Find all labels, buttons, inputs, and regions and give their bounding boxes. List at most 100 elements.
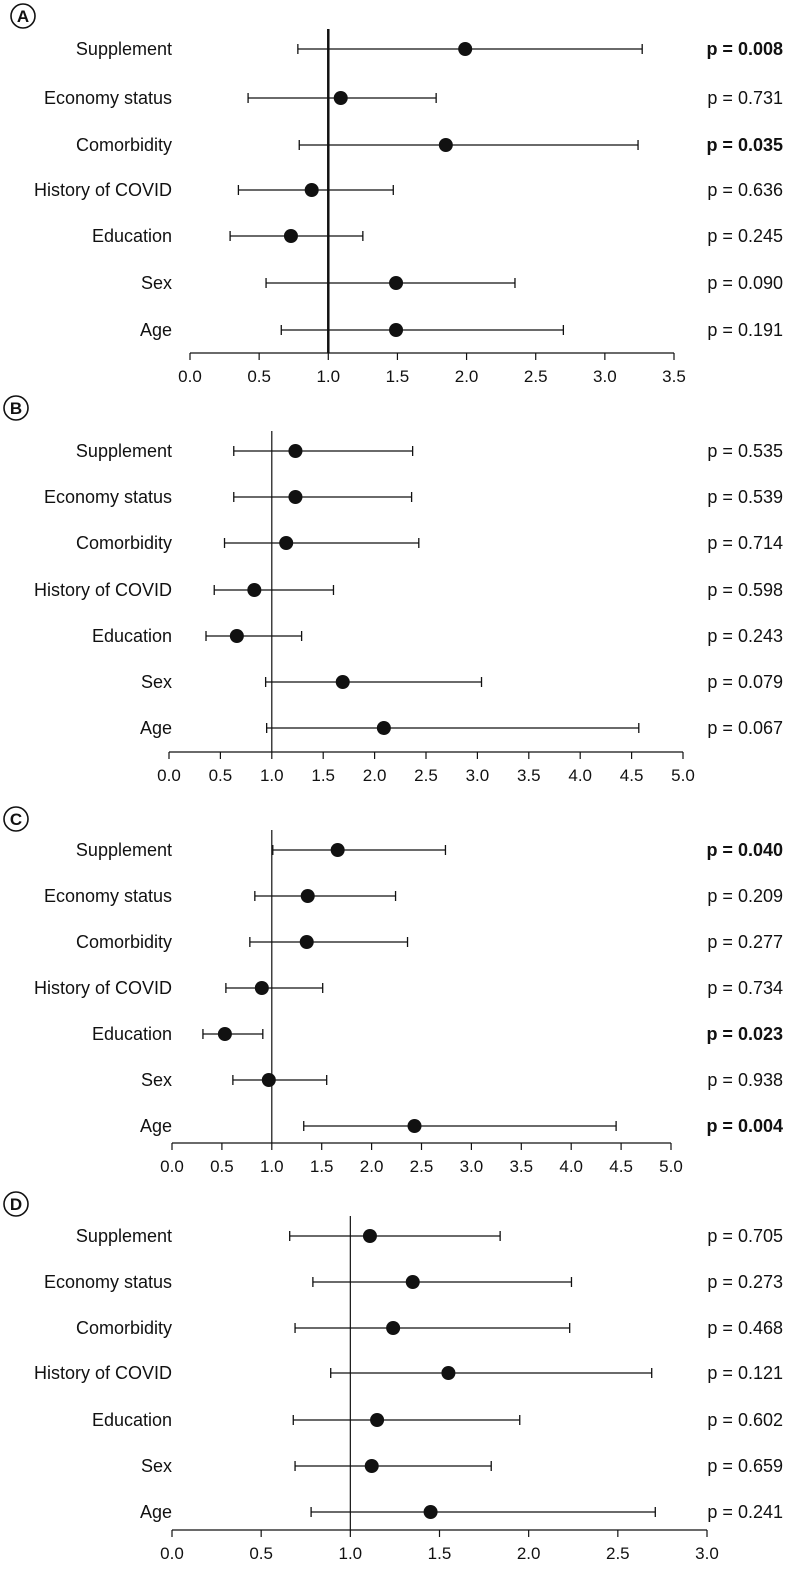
row-label: Comorbidity [76, 135, 172, 155]
estimate-point [405, 1275, 420, 1289]
row-label: Age [140, 1502, 172, 1522]
panel-label: A [17, 7, 29, 26]
row-label: Supplement [76, 1226, 172, 1246]
estimate-point [217, 1027, 232, 1041]
forest-row: Economy status p = 0.731 [44, 88, 783, 108]
row-label: Education [92, 1024, 172, 1044]
forest-row: History of COVID p = 0.598 [34, 580, 783, 600]
row-label: Supplement [76, 39, 172, 59]
row-label: Education [92, 626, 172, 646]
forest-row: History of COVID p = 0.121 [34, 1363, 783, 1383]
estimate-point [458, 42, 473, 56]
p-value: p = 0.539 [707, 487, 783, 507]
estimate-point [304, 183, 319, 197]
forest-row: Age p = 0.004 [140, 1116, 783, 1136]
p-value: p = 0.079 [707, 672, 783, 692]
estimate-point [376, 721, 391, 735]
x-tick-label: 1.0 [260, 1157, 284, 1176]
panel-label-badge [3, 806, 29, 832]
x-tick-label: 3.0 [695, 1544, 719, 1563]
p-value-significant: p = 0.008 [706, 39, 783, 59]
estimate-point [386, 1321, 401, 1335]
forest-row: Comorbidity p = 0.277 [76, 932, 783, 952]
forest-row: Education p = 0.602 [92, 1410, 783, 1430]
x-tick-label: 1.5 [311, 766, 335, 785]
row-label: Sex [141, 672, 172, 692]
x-tick-label: 1.5 [386, 367, 410, 386]
estimate-point [441, 1366, 456, 1380]
p-value: p = 0.598 [707, 580, 783, 600]
estimate-point [261, 1073, 276, 1087]
forest-row: History of COVID p = 0.636 [34, 180, 783, 200]
x-tick-label: 3.5 [509, 1157, 533, 1176]
forest-row: Sex p = 0.938 [141, 1070, 783, 1090]
p-value: p = 0.938 [707, 1070, 783, 1090]
x-tick-label: 2.5 [524, 367, 548, 386]
estimate-point [254, 981, 269, 995]
x-tick-label: 5.0 [659, 1157, 683, 1176]
x-tick-label: 4.0 [568, 766, 592, 785]
forest-row: Sex p = 0.659 [141, 1456, 783, 1476]
row-label: Education [92, 226, 172, 246]
x-tick-label: 0.0 [157, 766, 181, 785]
panel-label-badge [3, 1191, 29, 1217]
row-label: History of COVID [34, 1363, 172, 1383]
estimate-point [299, 935, 314, 949]
forest-row: Sex p = 0.090 [141, 273, 783, 293]
x-tick-label: 0.5 [209, 766, 233, 785]
row-label: Sex [141, 1456, 172, 1476]
row-label: Economy status [44, 88, 172, 108]
x-tick-label: 3.0 [593, 367, 617, 386]
forest-panel-c: C 0.0 0.5 1.0 1.5 2.0 2.5 3.0 3.5 4.0 4.5 5.0 Supple… [3, 806, 783, 1176]
forest-row: Economy status p = 0.539 [44, 487, 783, 507]
estimate-point [364, 1459, 379, 1473]
p-value: p = 0.714 [707, 533, 783, 553]
panel-label-badge [10, 3, 36, 29]
estimate-point [229, 629, 244, 643]
x-tick-label: 1.5 [310, 1157, 334, 1176]
panel-label: C [10, 810, 22, 829]
p-value: p = 0.243 [707, 626, 783, 646]
p-value: p = 0.121 [707, 1363, 783, 1383]
x-tick-label: 1.0 [316, 367, 340, 386]
x-tick-label: 3.0 [460, 1157, 484, 1176]
x-tick-label: 2.0 [363, 766, 387, 785]
row-label: Economy status [44, 487, 172, 507]
estimate-point [288, 490, 303, 504]
forest-row: Comorbidity p = 0.468 [76, 1318, 783, 1338]
x-tick-label: 0.0 [160, 1157, 184, 1176]
forest-row: History of COVID p = 0.734 [34, 978, 783, 998]
x-tick-label: 2.5 [410, 1157, 434, 1176]
p-value: p = 0.090 [707, 273, 783, 293]
x-tick-label: 0.5 [249, 1544, 273, 1563]
x-tick-label: 0.5 [210, 1157, 234, 1176]
row-label: Comorbidity [76, 533, 172, 553]
estimate-point [423, 1505, 438, 1519]
forest-row: Education p = 0.243 [92, 626, 783, 646]
p-value: p = 0.468 [707, 1318, 783, 1338]
row-label: Comorbidity [76, 1318, 172, 1338]
p-value-significant: p = 0.004 [706, 1116, 783, 1136]
forest-row: Age p = 0.067 [140, 718, 783, 738]
row-label: Age [140, 718, 172, 738]
estimate-point [438, 138, 453, 152]
x-tick-label: 3.5 [517, 766, 541, 785]
forest-row: Supplement p = 0.535 [76, 441, 783, 461]
row-label: Economy status [44, 1272, 172, 1292]
x-tick-label: 2.0 [455, 367, 479, 386]
estimate-point [288, 444, 303, 458]
estimate-point [370, 1413, 385, 1427]
row-label: Sex [141, 273, 172, 293]
p-value: p = 0.209 [707, 886, 783, 906]
x-tick-label: 0.0 [160, 1544, 184, 1563]
row-label: Comorbidity [76, 932, 172, 952]
row-label: History of COVID [34, 978, 172, 998]
estimate-point [300, 889, 315, 903]
panel-label: B [10, 399, 22, 418]
estimate-point [362, 1229, 377, 1243]
x-tick-label: 2.5 [414, 766, 438, 785]
x-tick-label: 4.5 [609, 1157, 633, 1176]
x-tick-label: 0.0 [178, 367, 202, 386]
x-tick-label: 3.5 [662, 367, 686, 386]
estimate-point [283, 229, 298, 243]
